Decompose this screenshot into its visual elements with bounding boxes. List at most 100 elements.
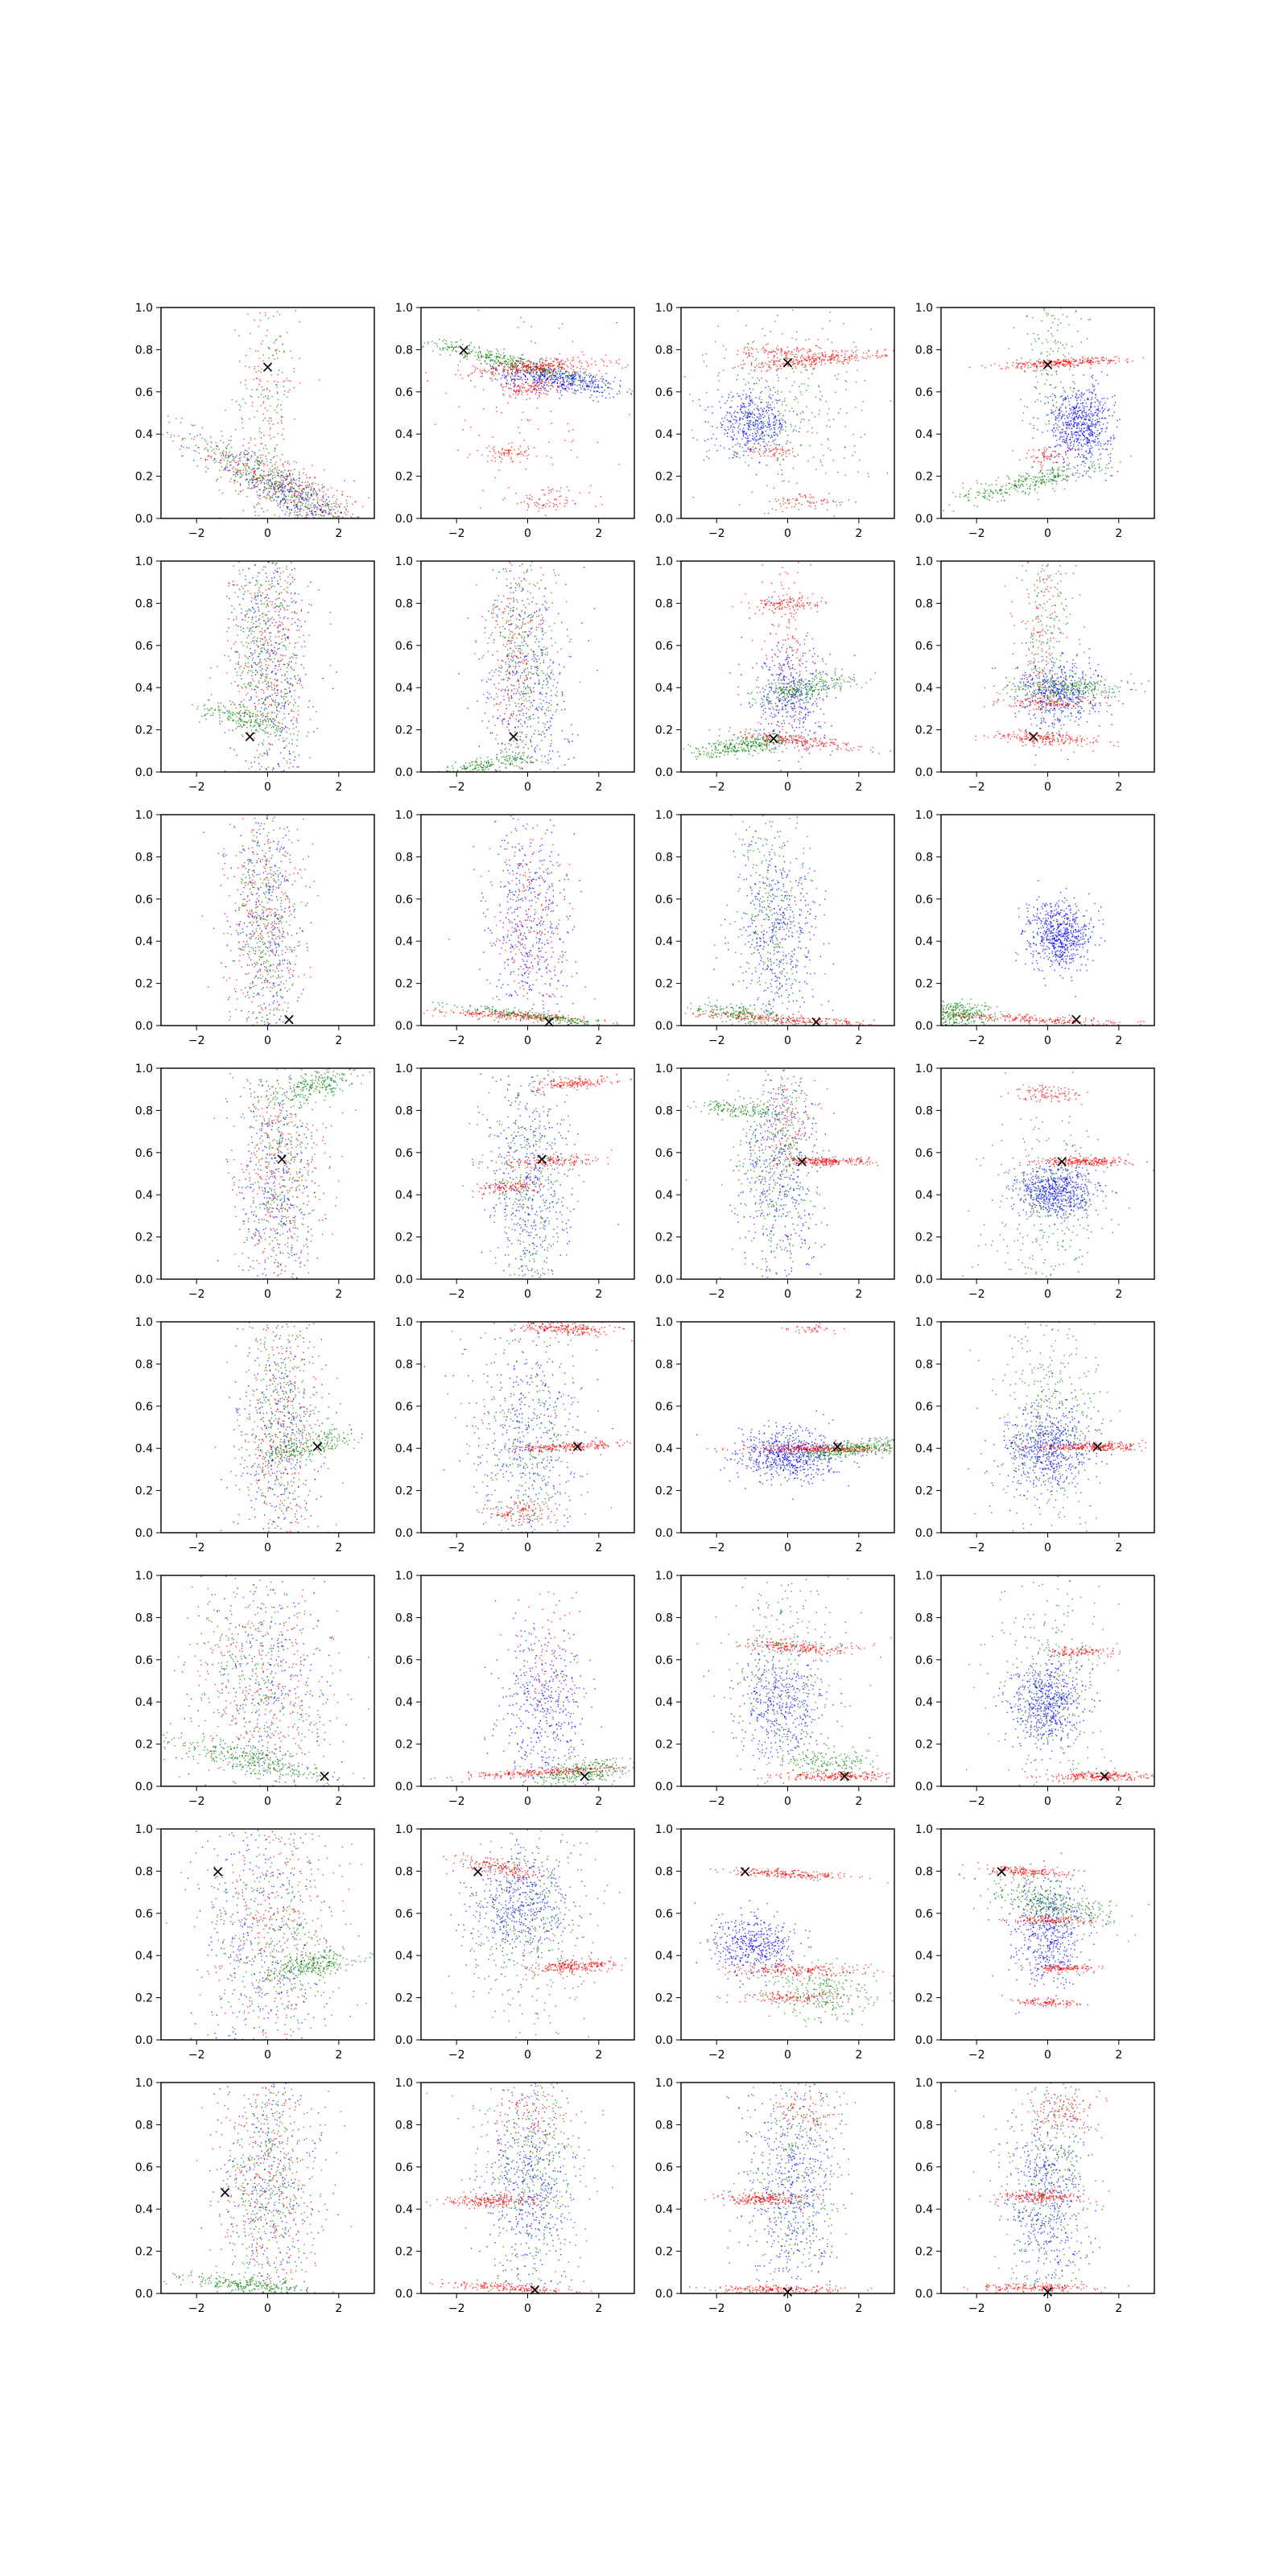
- scatter-point: [691, 429, 693, 431]
- scatter-point: [272, 477, 274, 479]
- scatter-point: [276, 391, 279, 393]
- scatter-point: [768, 421, 770, 423]
- scatter-point: [1082, 445, 1084, 448]
- scatter-point: [1069, 420, 1071, 422]
- scatter-point: [1088, 409, 1090, 411]
- scatter-point: [1073, 423, 1075, 425]
- scatter-point: [1104, 473, 1106, 475]
- scatter-point: [273, 342, 275, 344]
- scatter-point: [1034, 488, 1036, 489]
- scatter-point: [733, 427, 736, 428]
- scatter-point: [593, 380, 595, 382]
- x-tick-label: −2: [708, 527, 725, 540]
- scatter-point: [875, 355, 877, 357]
- scatter-point: [821, 395, 823, 397]
- scatter-point: [1015, 489, 1017, 490]
- scatter-point: [1073, 431, 1075, 434]
- scatter-point: [1076, 403, 1078, 405]
- scatter-point: [1059, 415, 1061, 416]
- scatter-point: [573, 372, 576, 374]
- scatter-point: [1055, 451, 1056, 452]
- scatter-point: [613, 396, 614, 398]
- scatter-point: [268, 471, 270, 473]
- scatter-point: [745, 398, 747, 400]
- scatter-point: [777, 448, 778, 450]
- scatter-point: [789, 391, 791, 393]
- scatter-point: [291, 357, 293, 359]
- scatter-point: [276, 475, 279, 477]
- scatter-point: [499, 362, 501, 364]
- scatter-point: [510, 377, 512, 378]
- scatter-point: [1088, 415, 1090, 417]
- scatter-point: [844, 425, 846, 427]
- scatter-point: [593, 390, 595, 392]
- scatter-point: [1093, 464, 1096, 466]
- scatter-point: [782, 501, 784, 502]
- scatter-point: [507, 365, 509, 367]
- scatter-point: [557, 386, 559, 388]
- scatter-point: [263, 485, 266, 488]
- scatter-point: [1090, 404, 1092, 406]
- scatter-point: [1046, 397, 1049, 398]
- scatter-point: [762, 441, 764, 443]
- scatter-point: [514, 372, 516, 374]
- scatter-point: [976, 491, 978, 493]
- panel-r0-c3: ×−2 0 20.00.20.40.60.81.0: [915, 302, 1155, 540]
- scatter-point: [328, 508, 330, 510]
- scatter-point: [481, 454, 483, 456]
- scatter-point: [245, 449, 246, 451]
- scatter-point: [614, 377, 616, 378]
- scatter-point: [254, 510, 256, 513]
- scatter-point: [1110, 475, 1112, 477]
- scatter-point: [536, 407, 539, 409]
- scatter-point: [995, 490, 997, 492]
- scatter-point: [240, 491, 242, 493]
- scatter-point: [752, 400, 753, 402]
- scatter-point: [596, 374, 597, 376]
- scatter-point: [305, 487, 308, 489]
- scatter-point: [312, 499, 315, 501]
- scatter-point: [601, 376, 603, 378]
- scatter-point: [572, 376, 574, 378]
- scatter-point: [297, 495, 299, 497]
- scatter-point: [452, 347, 454, 349]
- scatter-point: [534, 382, 535, 384]
- scatter-point: [989, 490, 992, 493]
- scatter-point: [474, 355, 476, 357]
- scatter-point: [1031, 466, 1033, 469]
- scatter-point: [797, 454, 799, 456]
- scatter-point: [1110, 436, 1112, 438]
- scatter-point: [335, 516, 336, 518]
- scatter-point: [742, 412, 744, 414]
- scatter-point: [242, 463, 244, 464]
- scatter-point: [246, 459, 248, 460]
- scatter-point: [503, 369, 505, 371]
- scatter-point: [786, 499, 789, 502]
- scatter-point: [566, 381, 568, 382]
- scatter-point: [796, 499, 799, 501]
- scatter-point: [528, 448, 530, 450]
- scatter-point: [306, 514, 308, 516]
- scatter-point: [819, 399, 822, 401]
- scatter-point: [1077, 365, 1079, 367]
- scatter-point: [224, 468, 225, 469]
- scatter-point: [245, 365, 246, 367]
- scatter-point: [562, 387, 564, 390]
- scatter-point: [275, 492, 277, 493]
- scatter-point: [518, 448, 520, 450]
- scatter-point: [857, 471, 859, 473]
- scatter-point: [732, 396, 733, 398]
- scatter-point: [269, 474, 270, 476]
- scatter-point: [472, 372, 473, 374]
- scatter-point: [1075, 394, 1077, 396]
- scatter-point: [968, 499, 970, 502]
- scatter-point: [576, 456, 578, 458]
- scatter-point: [1052, 480, 1054, 481]
- scatter-point: [552, 375, 555, 377]
- scatter-point: [532, 362, 534, 365]
- scatter-point: [996, 484, 997, 485]
- scatter-point: [260, 343, 262, 345]
- scatter-point: [273, 472, 275, 473]
- scatter-point: [749, 411, 751, 413]
- scatter-point: [759, 461, 761, 464]
